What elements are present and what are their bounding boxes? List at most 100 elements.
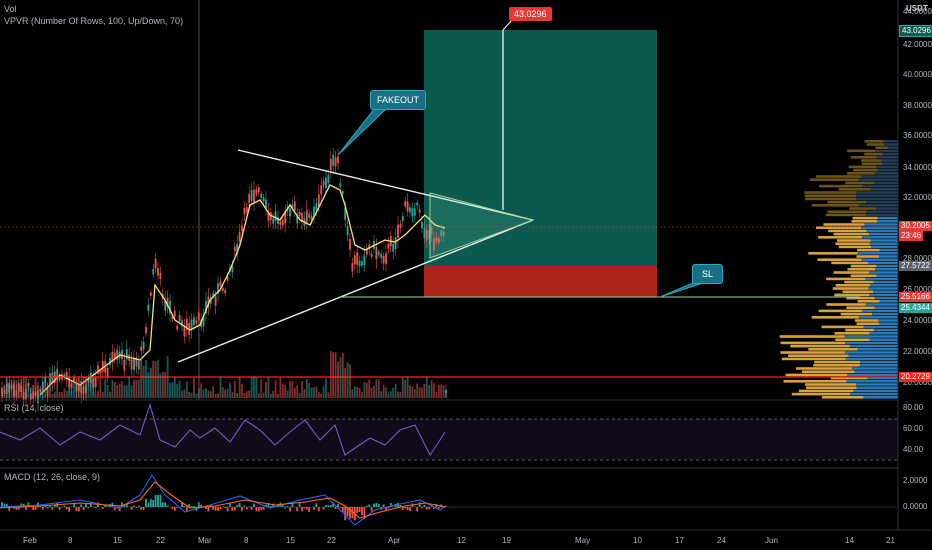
volume-bar [421, 387, 423, 398]
macd-hist-bar [46, 507, 49, 509]
macd-label[interactable]: MACD (12, 26, close, 9) [4, 472, 101, 482]
macd-hist-bar [61, 507, 63, 508]
vpvr-up-bar [798, 389, 854, 393]
vpvr-up-bar [783, 380, 847, 383]
macd-hist-bar [284, 507, 287, 509]
macd-hist-bar [104, 504, 107, 507]
vpvr-up-bar [835, 338, 870, 341]
vpvr-down-bar [847, 373, 898, 377]
macd-hist-bar [68, 507, 71, 512]
vpvr-down-bar [845, 351, 898, 354]
vpvr-up-bar [853, 168, 878, 172]
macd-hist-bar [94, 507, 97, 509]
rsi-tick: 60.00 [903, 424, 924, 433]
price-tick: 28.0000 [903, 254, 932, 263]
volume-bar [284, 385, 287, 398]
vol-label[interactable]: Vol [4, 4, 17, 14]
candle-body [176, 325, 179, 330]
candle-body [116, 349, 119, 360]
volume-bar [109, 391, 111, 398]
vpvr-down-bar [879, 322, 898, 325]
volume-bar [44, 383, 47, 398]
candle-body [313, 206, 315, 218]
vpvr-down-bar [867, 376, 898, 380]
macd-hist-bar [322, 507, 325, 510]
volume-bar [363, 382, 366, 398]
vpvr-down-bar [859, 364, 898, 367]
volume-bar [380, 391, 383, 398]
vpvr-down-bar [856, 197, 898, 201]
price-tick: 26.0000 [903, 285, 932, 294]
volume-bar [197, 388, 200, 398]
price-tick: 22.0000 [903, 347, 932, 356]
price-tick: 42.0000 [903, 40, 932, 49]
volume-bar [231, 391, 234, 398]
vpvr-down-bar [863, 325, 898, 329]
vpvr-down-bar [862, 184, 898, 188]
macd-hist-bar [34, 507, 37, 510]
time-tick: 8 [244, 536, 249, 545]
volume-bar [293, 387, 296, 398]
price-tick: 20.0000 [903, 378, 932, 387]
volume-bar [349, 364, 351, 398]
volume-bar [80, 382, 83, 398]
macd-hist-bar [281, 504, 284, 507]
candle-body [149, 292, 152, 296]
volume-bar [289, 381, 291, 398]
candle-body [305, 210, 308, 223]
rsi-label[interactable]: RSI (14, close) [4, 403, 64, 413]
candle-body [231, 266, 234, 273]
volume-bars [1, 351, 447, 398]
candle-body [397, 224, 399, 238]
candle-body [267, 211, 270, 221]
candle-body [142, 341, 145, 350]
candle-body [97, 365, 99, 374]
candle-body [363, 255, 366, 265]
vpvr-up-bar [851, 220, 878, 223]
support-price-tag: 20.2729 [899, 372, 932, 382]
macd-tick: 2.0000 [903, 476, 928, 485]
candle-body [250, 190, 253, 201]
volume-bar [147, 372, 150, 398]
macd-hist-bar [101, 507, 104, 509]
vpvr-label[interactable]: VPVR (Number Of Rows, 100, Up/Down, 70) [4, 16, 184, 26]
macd-hist-bar [416, 507, 419, 512]
volume-bar [8, 382, 11, 398]
volume-bar [286, 390, 289, 398]
macd-hist-bar [368, 504, 371, 507]
candle-body [262, 197, 265, 202]
vpvr-down-bar [870, 239, 898, 242]
vpvr-down-bar [874, 296, 898, 300]
volume-bar [101, 392, 104, 398]
vpvr-up-bar [827, 200, 867, 204]
volume-bar [272, 390, 275, 398]
volume-bar [41, 383, 44, 398]
volume-bar [97, 390, 99, 398]
candle-body [344, 207, 347, 220]
mid-price-tag: 27.5722 [899, 261, 932, 271]
candle-body [99, 370, 102, 374]
macd-hist-bar [262, 507, 265, 510]
macd-hist-bar [337, 503, 339, 507]
vpvr-up-bar [856, 322, 880, 325]
vpvr-up-bar [818, 236, 863, 239]
volume-bar [209, 391, 212, 398]
macd-hist-bar [399, 504, 402, 507]
candle-body [195, 320, 198, 324]
time-tick: Apr [388, 536, 401, 545]
vpvr-up-bar [790, 344, 850, 348]
volume-bar [157, 359, 159, 398]
rsi-tick: 40.00 [903, 445, 924, 454]
candle-body [358, 260, 361, 267]
macd-hist-bar [183, 505, 186, 507]
volume-bar [128, 376, 131, 398]
time-tick: 15 [113, 536, 122, 545]
volume-bar [397, 391, 399, 398]
volume-bar [361, 391, 363, 398]
vpvr-up-bar [854, 319, 879, 322]
candle-body [392, 243, 395, 252]
vpvr-down-bar [881, 159, 898, 162]
volume-bar [253, 376, 255, 398]
macd-hist-bar [421, 507, 423, 509]
